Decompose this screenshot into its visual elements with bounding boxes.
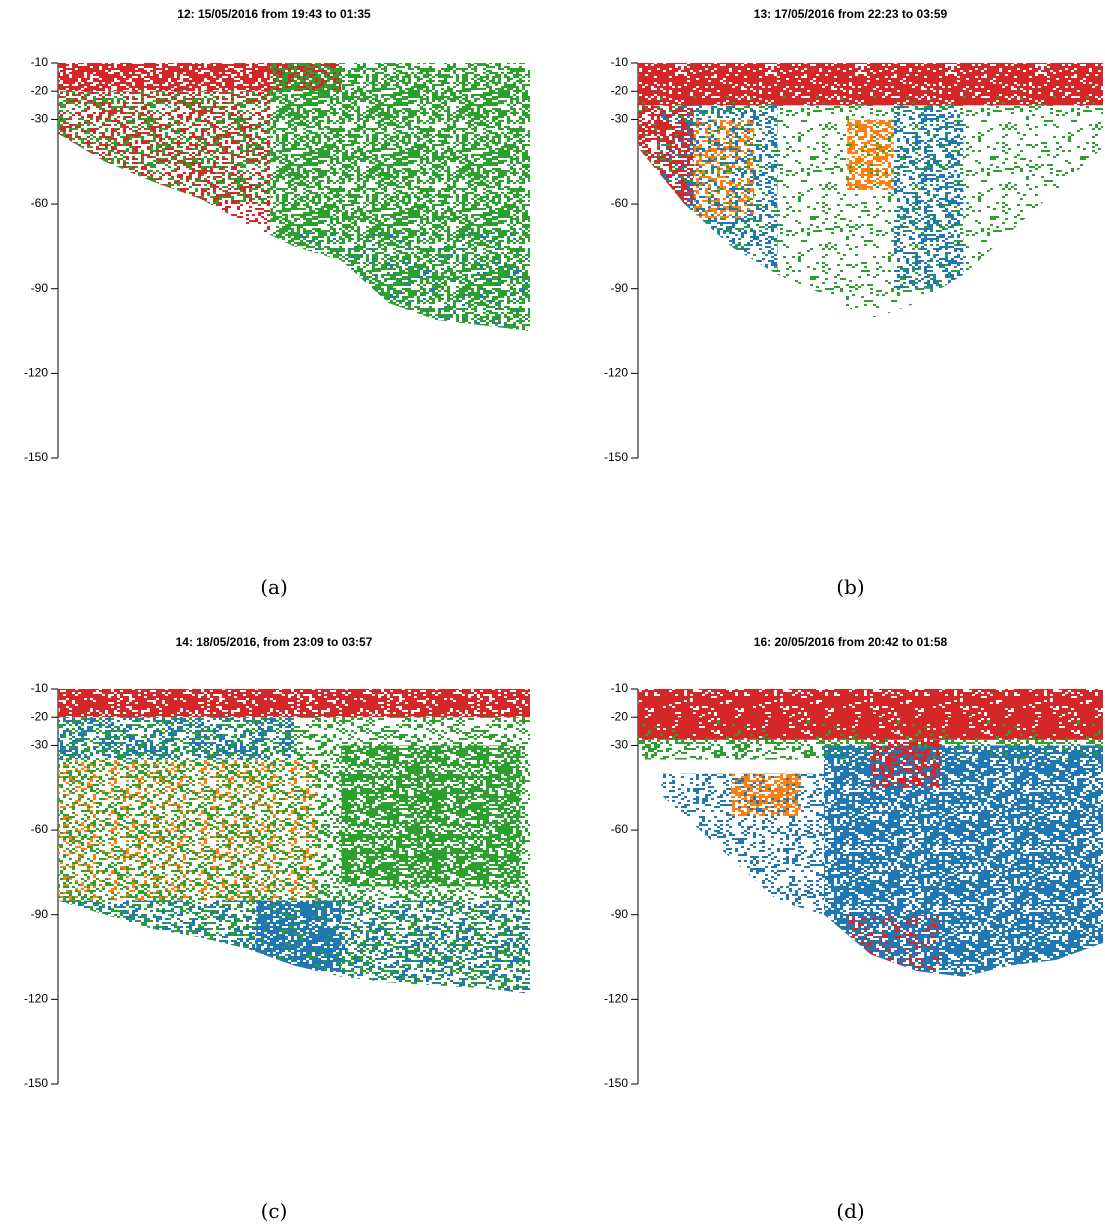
echo-layer [638, 689, 1103, 740]
y-tick-label: -120 [604, 366, 628, 380]
y-tick-label: -30 [611, 738, 629, 752]
y-tick-label: -10 [611, 55, 629, 69]
y-tick-label: -150 [604, 1076, 628, 1090]
y-tick-label: -90 [31, 281, 49, 295]
echo-layer [638, 63, 1103, 106]
echo-layer [58, 717, 294, 760]
panel-title: 13: 17/05/2016 from 22:23 to 03:59 [754, 7, 948, 21]
y-tick-label: -90 [611, 281, 629, 295]
panel-caption: (d) [836, 1199, 864, 1223]
y-tick-label: -10 [31, 55, 49, 69]
echo-layer [58, 689, 530, 718]
y-tick-label: -30 [31, 112, 49, 126]
y-tick-label: -120 [24, 992, 48, 1006]
echo-area [58, 63, 530, 332]
panel-caption: (a) [260, 575, 288, 599]
echo-layer [58, 91, 271, 233]
echo-layer [847, 119, 894, 190]
echo-area [638, 689, 1103, 977]
panel-caption: (c) [261, 1199, 288, 1223]
y-tick-label: -20 [611, 709, 629, 723]
echo-layer [638, 105, 694, 205]
y-tick-label: -150 [604, 450, 628, 464]
y-tick-label: -10 [611, 681, 629, 695]
y-tick-label: -60 [611, 822, 629, 836]
echo-layer [731, 773, 801, 816]
echo-layer [341, 745, 521, 887]
y-tick-label: -10 [31, 681, 49, 695]
y-tick-label: -120 [24, 366, 48, 380]
y-tick-label: -60 [611, 196, 629, 210]
echo-layer [294, 232, 530, 332]
y-tick-label: -30 [31, 738, 49, 752]
echo-layer [847, 914, 941, 972]
panel-title: 16: 20/05/2016 from 20:42 to 01:58 [754, 635, 948, 649]
echo-layer [893, 105, 964, 289]
panel-title: 12: 15/05/2016 from 19:43 to 01:35 [177, 7, 371, 21]
y-tick-label: -60 [31, 196, 49, 210]
y-tick-label: -20 [31, 83, 49, 97]
panel-caption: (b) [836, 575, 864, 599]
echo-layer [693, 119, 755, 219]
echo-area [58, 689, 530, 994]
echo-layer [58, 759, 318, 901]
echo-layer [870, 739, 941, 788]
y-tick-label: -20 [31, 709, 49, 723]
echo-area [638, 63, 1103, 317]
y-tick-label: -90 [611, 907, 629, 921]
y-tick-label: -90 [31, 907, 49, 921]
y-tick-label: -30 [611, 112, 629, 126]
panel-title: 14: 18/05/2016, from 23:09 to 03:57 [176, 635, 373, 649]
y-tick-label: -120 [604, 992, 628, 1006]
y-tick-label: -150 [24, 1076, 48, 1090]
y-tick-label: -20 [611, 83, 629, 97]
y-tick-label: -150 [24, 450, 48, 464]
y-tick-label: -60 [31, 822, 49, 836]
echo-layer [256, 900, 342, 972]
